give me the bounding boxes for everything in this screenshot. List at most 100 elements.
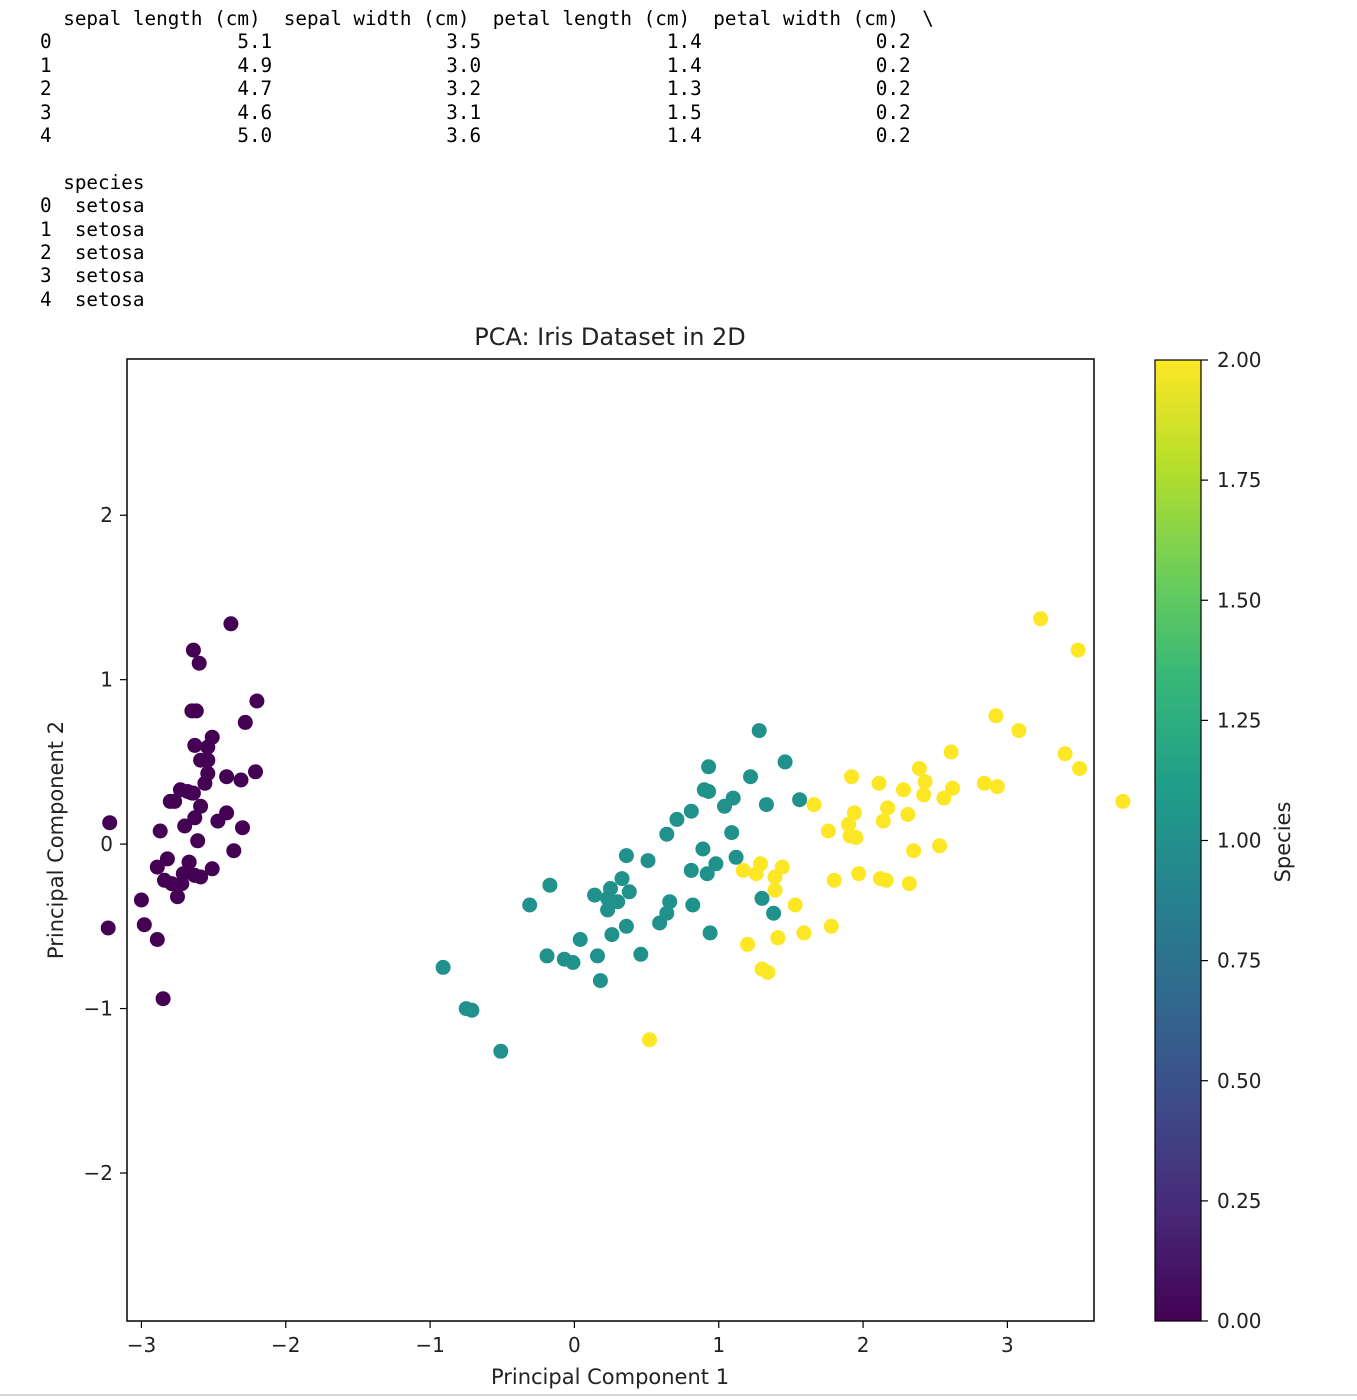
data-point-class-1-30: [556, 951, 572, 967]
data-point-class-0-3: [170, 889, 185, 905]
data-point-class-1-15: [701, 759, 717, 775]
x-tick-label: −3: [127, 1333, 156, 1357]
data-point-class-1-19: [572, 932, 588, 947]
data-point-class-0-40: [167, 793, 183, 809]
data-point-class-2-35: [1011, 723, 1027, 739]
data-point-class-2-19: [754, 961, 770, 977]
y-tick-label: −2: [84, 1161, 113, 1185]
data-point-class-2-34: [823, 918, 839, 934]
data-point-class-1-41: [695, 841, 711, 857]
data-point-class-2-47: [820, 823, 836, 839]
data-point-class-1-35: [683, 803, 699, 819]
data-point-class-2-42: [770, 930, 786, 946]
data-point-class-0-28: [185, 785, 201, 801]
y-tick-label: 1: [100, 668, 113, 692]
data-point-class-1-29: [522, 897, 538, 913]
data-point-class-2-40: [900, 807, 916, 822]
data-point-class-2-33: [774, 859, 790, 875]
data-point-class-1-18: [702, 925, 718, 941]
data-point-class-0-49: [177, 818, 193, 834]
data-point-class-0-5: [237, 714, 253, 730]
data-point-class-1-46: [621, 884, 637, 900]
colorbar-tick-label: 1.50: [1217, 588, 1262, 612]
data-point-class-2-39: [871, 775, 887, 791]
y-tick-label: 0: [100, 832, 113, 856]
data-point-class-1-31: [539, 948, 555, 964]
data-point-class-0-36: [187, 737, 203, 753]
data-point-class-2-36: [875, 813, 891, 829]
data-point-class-1-38: [603, 881, 618, 896]
data-point-class-0-7: [187, 810, 203, 826]
data-point-class-1-26: [758, 797, 774, 813]
data-point-class-2-4: [906, 843, 922, 859]
data-point-class-2-2: [945, 780, 961, 796]
x-tick-label: 0: [568, 1333, 581, 1357]
data-point-class-2-46: [787, 897, 803, 913]
data-point-class-2-45: [846, 805, 862, 821]
data-point-class-1-11: [640, 853, 656, 869]
data-point-class-0-24: [226, 843, 242, 859]
data-point-class-0-44: [248, 764, 263, 780]
bottom-divider: [0, 1394, 1357, 1396]
data-point-class-2-20: [917, 774, 933, 790]
data-point-class-0-11: [190, 833, 206, 849]
data-point-class-2-29: [911, 761, 927, 776]
x-tick-label: 2: [857, 1333, 870, 1357]
data-point-class-1-22: [754, 890, 770, 906]
data-point-class-0-39: [193, 798, 209, 814]
data-point-class-2-6: [642, 1032, 657, 1048]
data-point-class-0-6: [159, 851, 175, 867]
data-point-class-0-31: [219, 769, 235, 785]
y-axis-label: Principal Component 2: [44, 721, 68, 959]
data-point-class-1-36: [743, 769, 758, 785]
data-point-class-2-37: [842, 828, 858, 844]
colorbar-tick-label: 1.75: [1217, 468, 1262, 492]
data-point-class-1-25: [696, 782, 712, 798]
data-point-class-2-43: [936, 790, 952, 806]
data-point-class-1-33: [766, 905, 782, 921]
data-point-class-0-27: [197, 775, 213, 791]
data-point-class-2-8: [901, 876, 917, 892]
chart-title: PCA: Iris Dataset in 2D: [474, 323, 746, 351]
x-axis: −3 −2 −1 0 1 2 3: [127, 1321, 1014, 1357]
data-point-class-1-43: [464, 1002, 480, 1018]
data-point-class-1-28: [683, 862, 699, 878]
colorbar: [1154, 359, 1202, 1322]
data-point-class-2-32: [878, 872, 894, 888]
data-point-class-0-2: [149, 859, 165, 875]
data-point-class-2-49: [767, 882, 783, 898]
data-point-class-0-8: [149, 932, 165, 947]
data-point-class-1-23: [699, 866, 715, 882]
data-point-class-0-14: [185, 642, 201, 658]
data-point-class-1-13: [708, 856, 724, 872]
plot-area-frame: [126, 358, 1095, 1322]
data-point-class-0-34: [181, 854, 197, 870]
data-point-class-2-30: [976, 775, 992, 791]
data-point-class-2-3: [851, 866, 867, 882]
data-point-class-2-38: [735, 862, 751, 878]
data-point-class-2-9: [988, 708, 1004, 724]
y-axis: −2 −1 0 1 2: [84, 503, 127, 1185]
data-point-class-2-5: [1057, 746, 1073, 762]
data-point-class-2-41: [844, 769, 859, 785]
data-point-class-0-18: [249, 693, 265, 709]
data-point-class-1-44: [618, 918, 634, 934]
data-point-class-1-39: [590, 948, 605, 964]
data-point-class-0-35: [152, 823, 168, 839]
data-point-class-1-14: [542, 877, 558, 893]
data-point-class-0-25: [204, 861, 220, 877]
data-point-class-2-11: [826, 872, 842, 888]
data-point-class-1-42: [600, 902, 616, 918]
data-point-class-1-0: [751, 723, 767, 739]
data-point-class-2-18: [1115, 793, 1131, 809]
data-point-class-1-4: [724, 825, 740, 841]
colorbar-tick-label: 2.00: [1217, 348, 1262, 372]
data-point-class-0-23: [235, 820, 250, 836]
data-point-class-2-14: [796, 925, 812, 941]
colorbar-label: Species: [1271, 802, 1295, 883]
data-point-class-0-33: [191, 655, 207, 671]
data-point-class-1-21: [618, 848, 634, 864]
colorbar-tick-label: 0.50: [1217, 1069, 1262, 1093]
data-point-class-0-46: [200, 752, 216, 768]
